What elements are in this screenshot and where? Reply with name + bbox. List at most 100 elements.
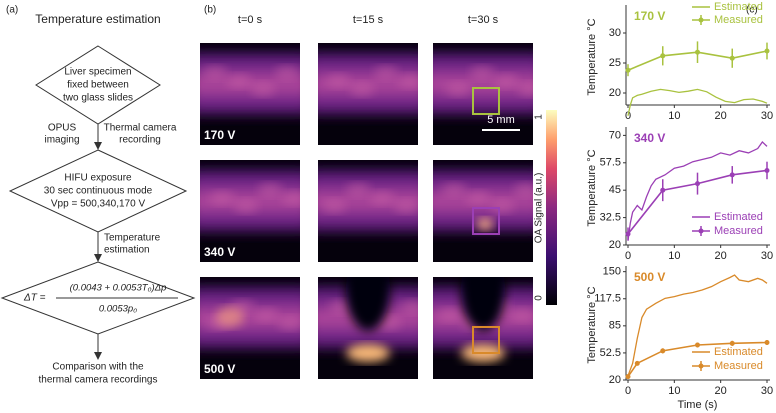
x-axis-label: Time (s)	[678, 399, 718, 411]
y-axis-label: Temperature °C	[586, 149, 598, 226]
tissue-texture	[510, 308, 533, 322]
panel-label: (c)	[746, 5, 758, 16]
data-point	[625, 374, 631, 380]
roi-box	[472, 326, 500, 354]
x-tick-label: 20	[715, 385, 727, 397]
tissue-texture	[490, 199, 514, 213]
tissue-texture	[203, 66, 227, 80]
oa-image	[433, 43, 533, 145]
flow-text: Liver specimen	[64, 67, 131, 78]
flow-text: estimation	[104, 245, 150, 256]
tissue-texture	[370, 191, 394, 205]
tissue-texture	[210, 191, 234, 205]
data-point	[764, 340, 770, 345]
colorbar-min: 0	[534, 295, 545, 301]
scale-bar-label: 5 mm	[487, 114, 515, 126]
data-point	[729, 55, 735, 61]
legend-label: Measured	[714, 360, 763, 372]
data-point	[695, 49, 700, 55]
panel-label: (a)	[6, 5, 18, 16]
oa-image	[200, 43, 300, 145]
flow-text: recording	[119, 135, 161, 146]
series-line	[627, 341, 768, 378]
tissue-texture	[470, 66, 494, 80]
flow-text: Comparison with the	[52, 362, 144, 373]
y-tick-label: 150	[603, 266, 621, 278]
flow-text: Vpp = 500,340,170 V	[51, 199, 146, 210]
tissue-texture	[234, 199, 258, 213]
row-label: 170 V	[204, 128, 235, 142]
y-tick-label: 30	[609, 27, 621, 39]
oa-image	[318, 277, 418, 379]
hot-spot	[477, 218, 493, 230]
oa-image	[433, 277, 533, 379]
data-point	[660, 187, 666, 193]
image-grid	[200, 43, 533, 379]
data-point	[764, 167, 770, 173]
tissue-texture	[350, 82, 374, 96]
flow-text: fixed between	[67, 80, 129, 91]
flow-title: Temperature estimation	[35, 12, 160, 26]
data-point	[634, 360, 640, 366]
formula-lhs: ΔT =	[23, 293, 46, 304]
tissue-texture	[514, 183, 533, 197]
tissue-band	[200, 49, 300, 119]
tissue-texture	[494, 74, 518, 88]
data-point	[729, 340, 735, 346]
x-tick-label: 0	[625, 385, 631, 397]
x-tick-label: 20	[715, 250, 727, 262]
x-tick-label: 10	[668, 250, 680, 262]
column-label: t=15 s	[353, 14, 384, 26]
data-point	[695, 342, 700, 348]
y-tick-label: 20	[609, 374, 621, 386]
x-tick-label: 10	[668, 110, 680, 122]
tissue-texture	[394, 199, 418, 213]
y-tick-label: 25	[609, 57, 621, 69]
lesion-gap	[346, 277, 390, 331]
tissue-texture	[446, 82, 470, 96]
x-tick-label: 30	[761, 385, 773, 397]
oa-image	[200, 160, 300, 262]
series-line	[627, 274, 768, 377]
chart-title: 340 V	[634, 131, 665, 145]
tissue-texture	[438, 308, 462, 322]
tissue-texture	[442, 183, 466, 197]
data-point	[695, 181, 700, 187]
tissue-texture	[227, 74, 251, 88]
y-axis-label: Temperature °C	[586, 286, 598, 363]
legend-label: Estimated	[714, 346, 763, 358]
tissue-texture	[278, 316, 300, 330]
oa-image	[318, 43, 418, 145]
tissue-texture	[282, 191, 300, 205]
y-tick-label: 70	[609, 129, 621, 141]
flow-text: Thermal camera	[104, 123, 177, 134]
tissue-texture	[398, 74, 418, 88]
tissue-texture	[374, 66, 398, 80]
y-tick-label: 85	[609, 320, 621, 332]
tissue-texture	[346, 183, 370, 197]
data-point	[625, 231, 631, 237]
data-point	[660, 53, 666, 59]
row-label: 500 V	[204, 362, 235, 376]
y-axis-label: Temperature °C	[586, 18, 598, 95]
data-point	[764, 48, 770, 54]
data-point	[660, 348, 666, 354]
y-tick-label: 32.5	[600, 212, 621, 224]
flow-text: imaging	[44, 135, 79, 146]
x-tick-label: 0	[625, 110, 631, 122]
tissue-texture	[466, 191, 490, 205]
y-tick-label: 20	[609, 239, 621, 251]
roi-box	[472, 207, 500, 235]
column-label: t=30 s	[468, 14, 499, 26]
x-tick-label: 20	[715, 110, 727, 122]
flow-text: OPUS	[48, 123, 77, 134]
colorbar-max: 1	[534, 114, 545, 120]
hot-spot	[216, 307, 244, 327]
flow-text: 30 sec continuous mode	[44, 186, 153, 197]
panel-label: (b)	[204, 5, 216, 16]
hot-spot	[346, 344, 390, 362]
tissue-texture	[254, 308, 278, 322]
flow-text: Temperature	[104, 233, 161, 244]
legend-label: Measured	[714, 14, 763, 26]
